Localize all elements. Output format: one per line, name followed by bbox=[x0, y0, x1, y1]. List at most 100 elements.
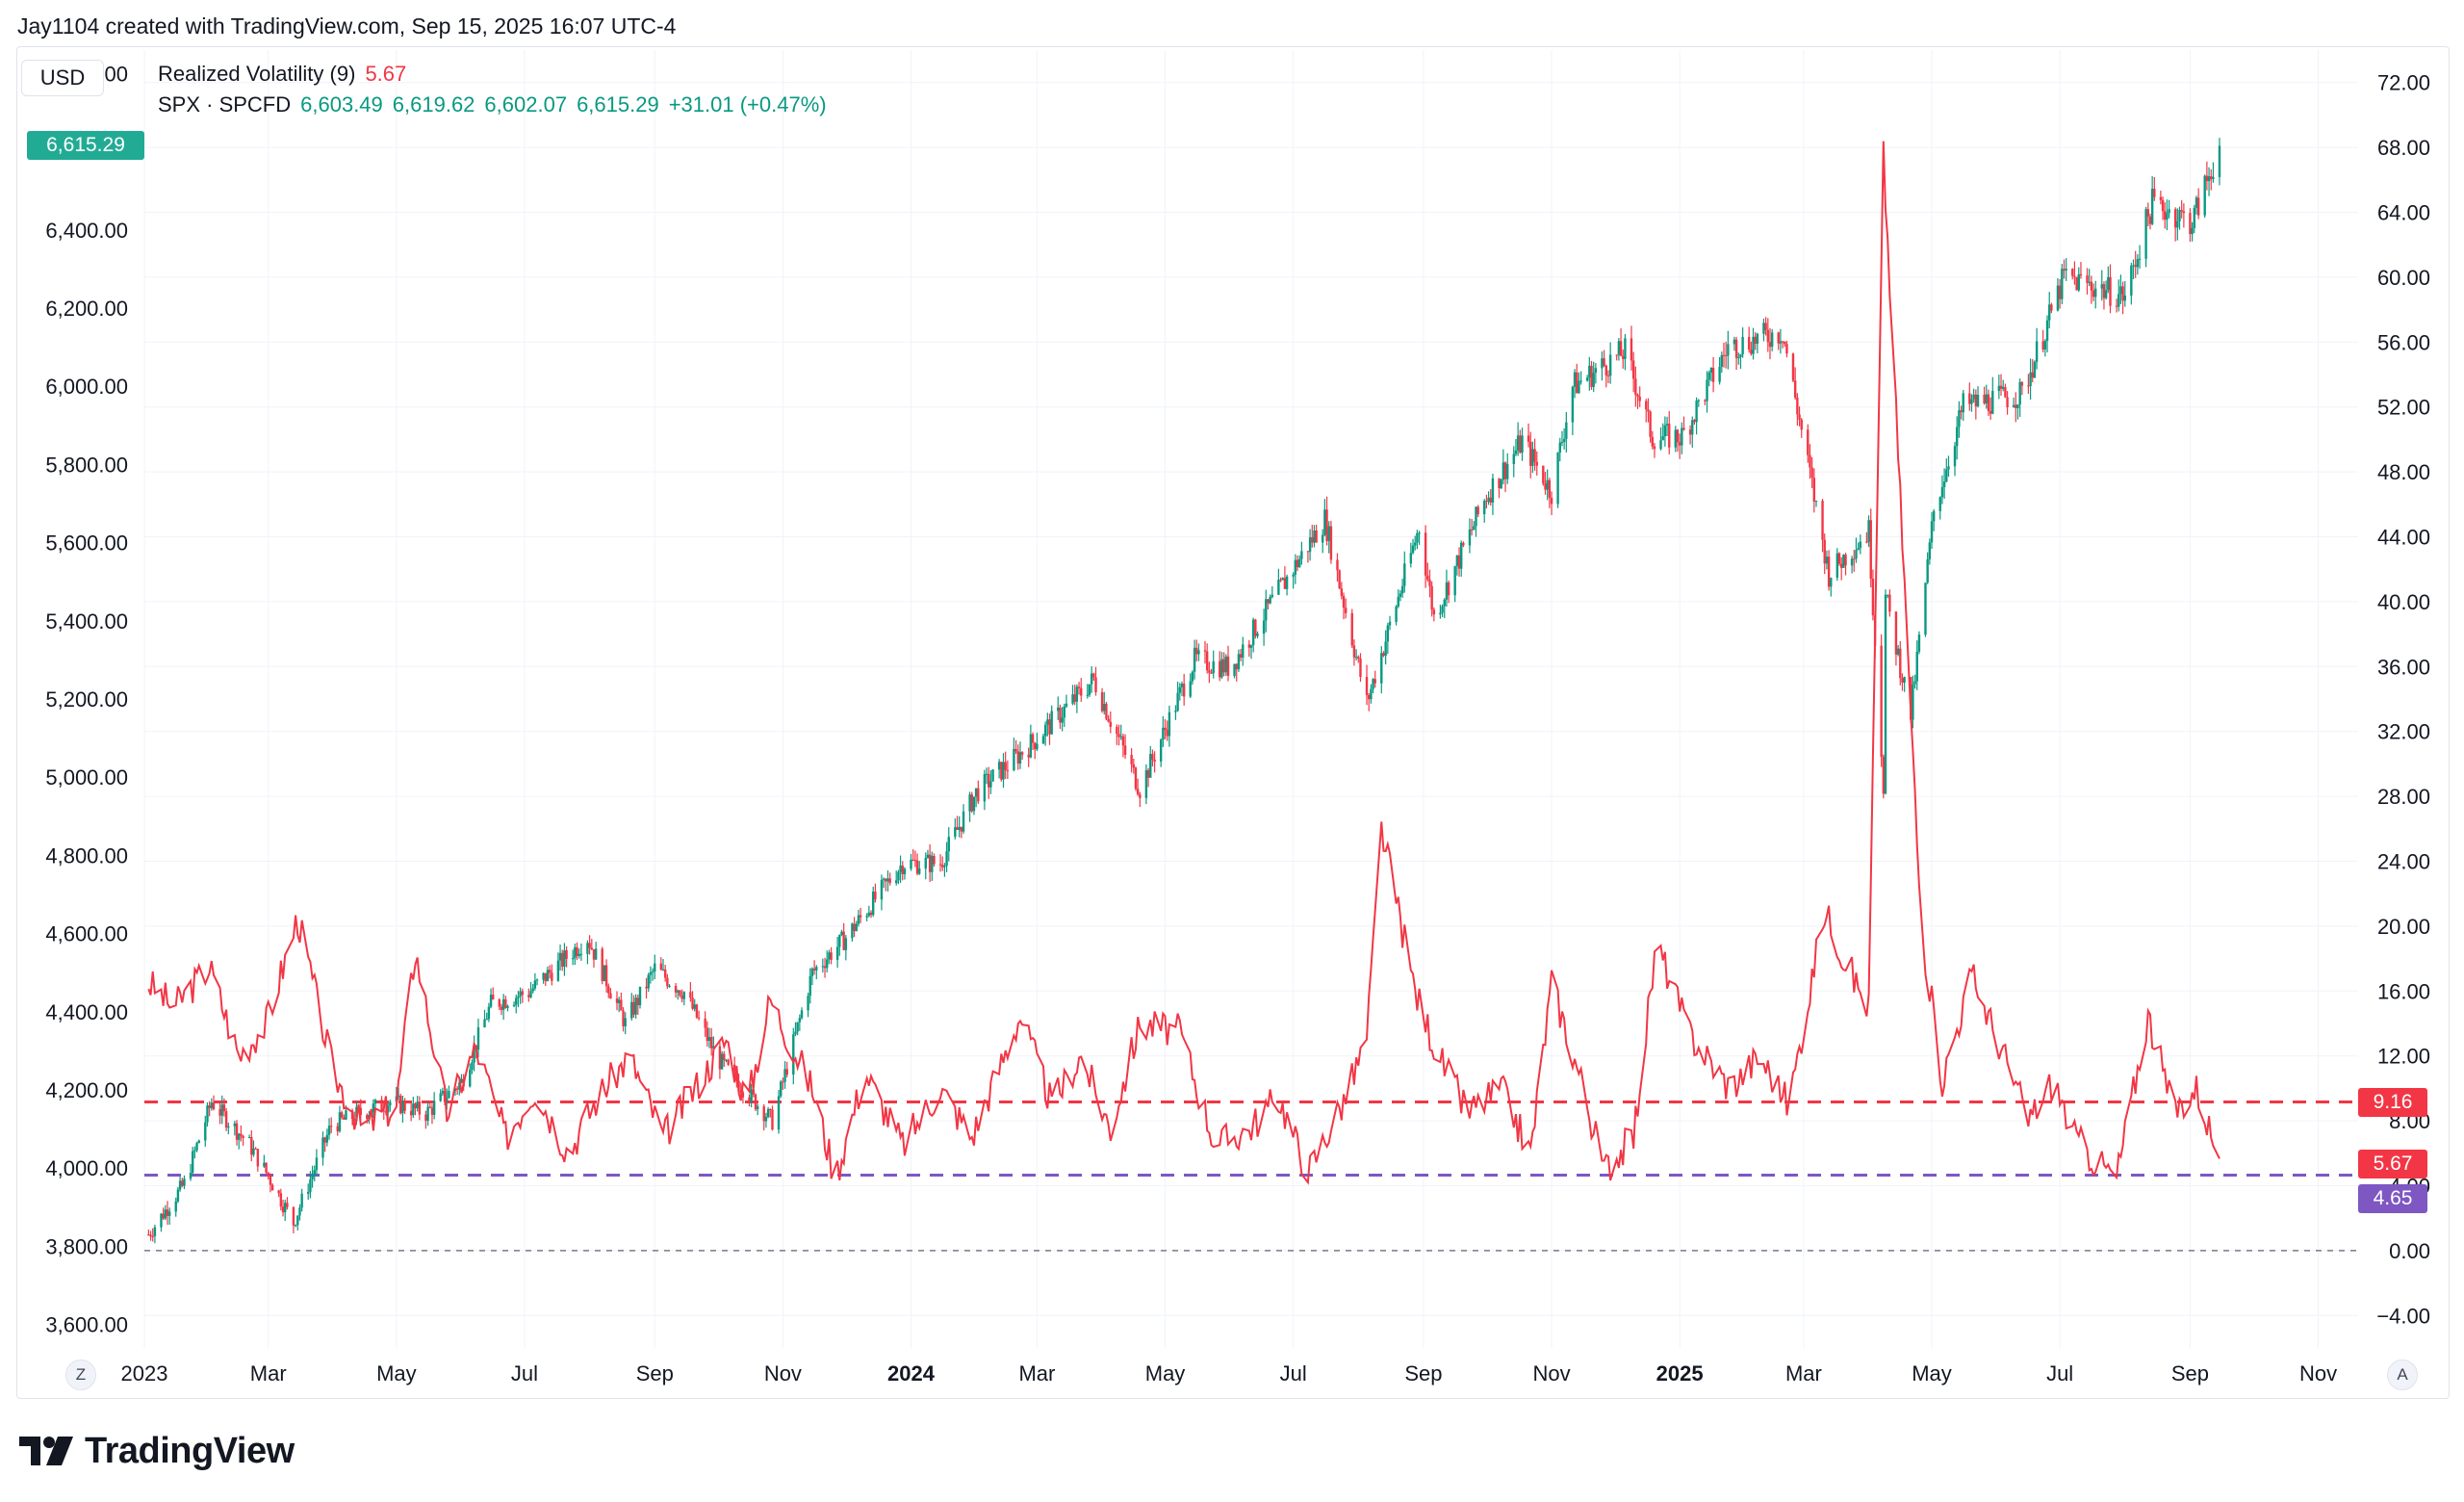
spx-candle-body bbox=[620, 999, 623, 1011]
spx-candle-body bbox=[212, 1102, 216, 1110]
spx-candle-body bbox=[1445, 582, 1449, 600]
spx-candle-body bbox=[373, 1100, 377, 1104]
spx-candle-body bbox=[2094, 288, 2097, 298]
spx-candle-body bbox=[578, 953, 580, 956]
time-axis[interactable]: 2023 Mar May Jul Sep Nov 2024 Mar May Jul Sep Nov 20… bbox=[121, 1361, 2338, 1385]
spx-candle-body bbox=[970, 794, 973, 812]
right-price-axis[interactable]: 72.00 68.00 64.00 60.00 56.00 52.00 48.00 44.00… bbox=[2376, 71, 2430, 1329]
spx-candle-body bbox=[548, 970, 552, 973]
spx-candle-body bbox=[2168, 209, 2170, 214]
spx-candle-body bbox=[1647, 409, 1650, 412]
spx-candle-body bbox=[263, 1162, 266, 1167]
spx-candle-body bbox=[343, 1117, 346, 1120]
currency-label[interactable]: USD bbox=[21, 60, 104, 96]
spx-candle-body bbox=[476, 1027, 480, 1050]
spx-candle-body bbox=[2065, 269, 2067, 271]
spx-candle-body bbox=[630, 1001, 633, 1019]
spx-candle-body bbox=[1219, 660, 1221, 678]
spx-candle-body bbox=[1325, 509, 1328, 541]
spx-candle-body bbox=[1395, 606, 1398, 622]
right-axis-auto-button[interactable]: A bbox=[2387, 1360, 2418, 1390]
spx-candle-body bbox=[2134, 265, 2137, 268]
spx-candle-body bbox=[307, 1191, 310, 1194]
right-axis-tick-label: 20.00 bbox=[2377, 915, 2430, 939]
spx-candle-body bbox=[1277, 580, 1280, 595]
spx-candle-body bbox=[430, 1107, 434, 1115]
spx-candle-body bbox=[677, 990, 680, 993]
legend-volatility[interactable]: Realized Volatility (9) 5.67 bbox=[158, 62, 406, 87]
spx-candle-body bbox=[2033, 361, 2037, 378]
spx-candle-body bbox=[779, 1081, 783, 1097]
spx-candle-body bbox=[279, 1193, 283, 1207]
chart-frame[interactable] bbox=[16, 46, 2450, 1399]
spx-candle-body bbox=[1573, 372, 1577, 387]
spx-candle-body bbox=[821, 966, 825, 968]
spx-candle-body bbox=[800, 1010, 804, 1019]
spx-candle-body bbox=[924, 858, 927, 869]
spx-candle-body bbox=[432, 1101, 436, 1115]
spx-candle-body bbox=[1036, 743, 1039, 750]
spx-candle-body bbox=[1178, 686, 1182, 693]
spx-candle-body bbox=[1770, 332, 1774, 348]
time-axis-tick-label: Jul bbox=[511, 1361, 538, 1385]
spx-candle-body bbox=[1352, 645, 1356, 658]
spx-candle-body bbox=[1473, 526, 1476, 531]
spx-candle-body bbox=[1691, 420, 1694, 435]
right-axis-tick-label: 60.00 bbox=[2377, 266, 2430, 290]
spx-candle-body bbox=[1972, 394, 1975, 400]
spx-candle-body bbox=[718, 1046, 722, 1070]
right-axis-tick-label: 56.00 bbox=[2377, 330, 2430, 354]
spx-candle-body bbox=[1300, 551, 1303, 559]
spx-candle-body bbox=[1634, 378, 1637, 395]
spx-candle-body bbox=[1693, 420, 1696, 423]
spx-candle-body bbox=[988, 773, 990, 788]
chart-canvas[interactable]: 6,800.006,400.006,200.006,000.005,800.00… bbox=[0, 0, 2464, 1425]
spx-candle-body bbox=[938, 864, 942, 866]
right-axis-tick-label: 44.00 bbox=[2377, 526, 2430, 550]
spx-candle-body bbox=[1251, 619, 1255, 646]
spx-candle-body bbox=[1839, 563, 1843, 568]
left-price-axis[interactable]: 6,800.006,400.006,200.006,000.005,800.00… bbox=[45, 62, 128, 1336]
spx-candle-body bbox=[2077, 273, 2080, 291]
spx-candle-body bbox=[1065, 703, 1068, 707]
spx-candle-body bbox=[712, 1046, 715, 1049]
spx-candle-body bbox=[1285, 576, 1289, 589]
spx-candle-body bbox=[2138, 258, 2142, 260]
spx-candle-body bbox=[2144, 209, 2147, 259]
spx-candle-body bbox=[1869, 520, 1872, 580]
left-axis-auto-button[interactable]: Z bbox=[65, 1360, 96, 1390]
spx-candle-body bbox=[1297, 558, 1301, 568]
spx-candle-body bbox=[663, 969, 667, 978]
spx-candle-body bbox=[962, 811, 965, 832]
spx-candle-body bbox=[191, 1151, 194, 1174]
spx-candle-body bbox=[1247, 644, 1251, 648]
spx-candle-body bbox=[1354, 657, 1358, 659]
spx-candle-body bbox=[880, 879, 884, 900]
spx-candle-body bbox=[515, 997, 518, 1005]
spx-candle-body bbox=[1077, 686, 1081, 688]
spx-candle-body bbox=[1119, 736, 1122, 738]
spx-candle-body bbox=[607, 986, 610, 994]
spx-candle-body bbox=[1159, 739, 1163, 762]
spx-candle-body bbox=[1416, 532, 1419, 543]
spx-candle-body bbox=[247, 1137, 251, 1139]
spx-candle-body bbox=[1884, 594, 1887, 794]
legend-spx[interactable]: SPX · SPCFD 6,603.49 6,619.62 6,602.07 6,615… bbox=[158, 92, 827, 117]
spx-candle-body bbox=[1754, 336, 1757, 344]
spx-candle-body bbox=[1562, 438, 1566, 442]
spx-candle-body bbox=[2196, 197, 2200, 216]
legend-volatility-value: 5.67 bbox=[365, 62, 407, 86]
spx-candle-body bbox=[1668, 424, 1671, 448]
spx-candle-body bbox=[1399, 593, 1402, 597]
spx-candle-body bbox=[826, 959, 829, 969]
spx-candle-body bbox=[176, 1189, 180, 1202]
spx-candle-body bbox=[460, 1078, 463, 1083]
spx-candle-body bbox=[414, 1103, 417, 1109]
spx-candle-body bbox=[1146, 769, 1150, 778]
spx-candle-body bbox=[2016, 404, 2019, 408]
spx-candle-body bbox=[1604, 365, 1607, 376]
spx-candle-body bbox=[2015, 404, 2017, 408]
spx-candle-body bbox=[1958, 410, 1961, 427]
time-axis-tick-label: Mar bbox=[1018, 1361, 1055, 1385]
spx-candle-body bbox=[544, 972, 547, 982]
